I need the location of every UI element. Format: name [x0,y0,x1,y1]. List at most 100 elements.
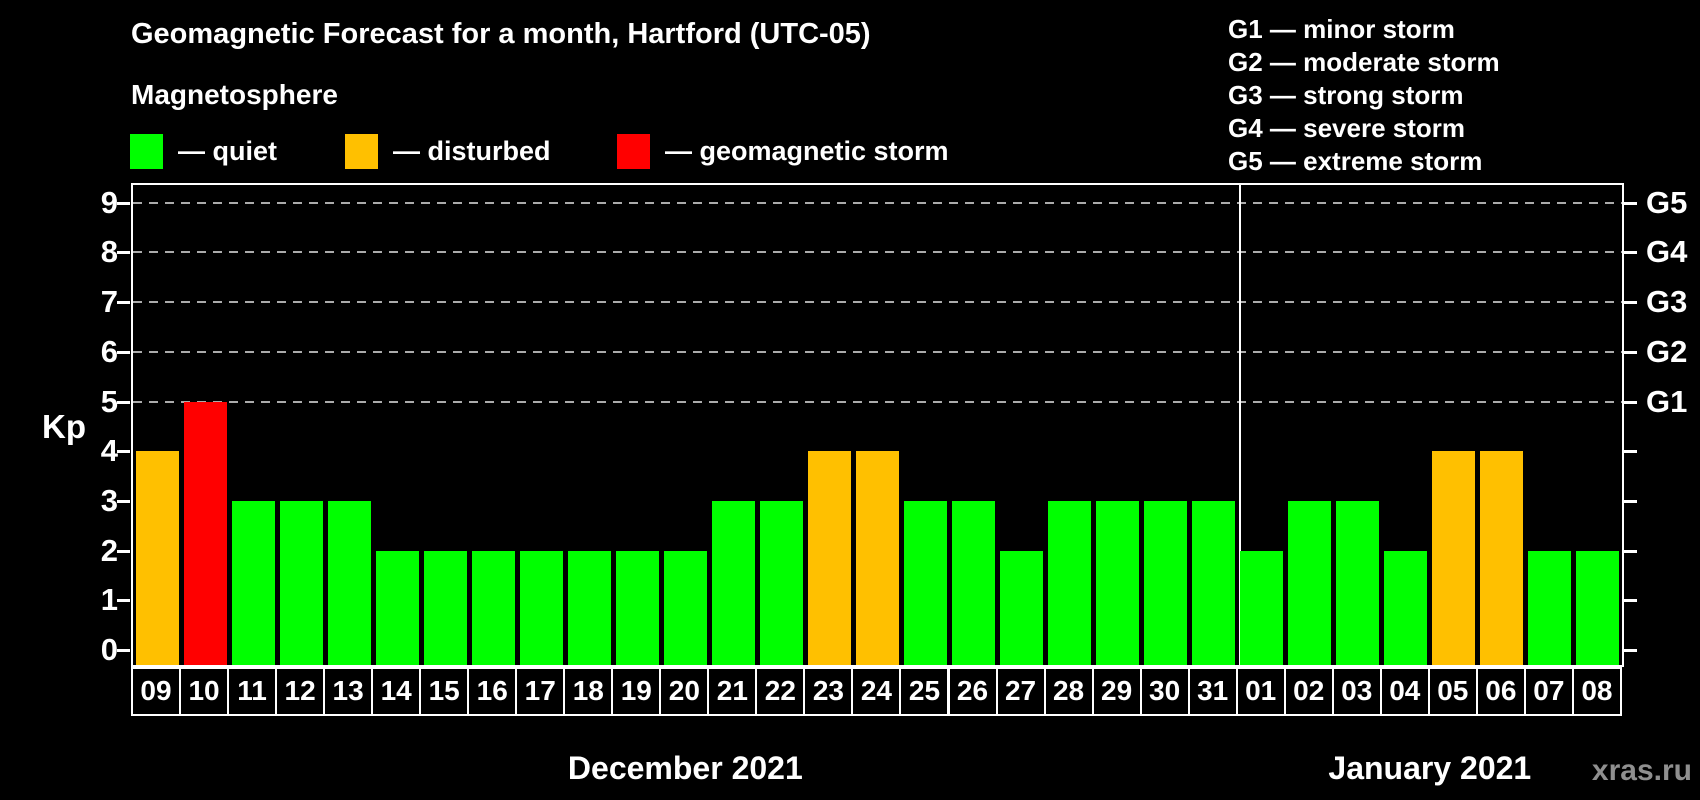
bar-day-19 [615,550,659,665]
y-tick-label-4: 4 [100,433,118,469]
day-label-17: 17 [515,667,566,716]
gridline-kp-9 [133,201,1622,204]
g-legend-item-g3: G3 — strong storm [1228,80,1464,110]
bar-day-28 [1048,500,1092,665]
storm-color-swatch [617,133,650,169]
legend-item-disturbed: — disturbed [345,133,551,169]
right-axis-tick-2 [1624,549,1637,553]
bar-day-07 [1528,550,1572,665]
y-tick-label-3: 3 [100,482,118,518]
bar-day-08 [1576,550,1620,665]
day-label-07: 07 [1523,667,1574,716]
g-scale-label-g4: G4 [1646,234,1688,270]
y-axis-tick-0 [117,649,130,652]
y-axis-tick-9 [117,201,130,205]
day-label-06: 06 [1475,667,1526,716]
gridline-kp-8 [133,251,1622,254]
g-scale-label-g5: G5 [1646,184,1688,220]
day-label-12: 12 [275,667,326,716]
y-tick-label-7: 7 [100,284,118,320]
bar-day-30 [1144,500,1188,665]
day-label-21: 21 [707,667,758,716]
y-axis-tick-7 [117,301,130,305]
day-label-02: 02 [1283,667,1334,716]
day-label-23: 23 [803,667,854,716]
month-label-december-2021: December 2021 [567,750,803,786]
bar-day-23 [807,451,851,665]
gridline-kp-5 [133,400,1622,403]
bar-day-22 [759,500,803,665]
y-axis-tick-4 [117,450,130,454]
day-label-31: 31 [1187,667,1238,716]
y-axis-tick-2 [117,549,130,553]
bar-day-10 [183,401,227,665]
bar-day-20 [663,550,707,665]
y-tick-label-6: 6 [100,333,118,369]
bar-day-15 [423,550,467,665]
day-label-14: 14 [371,667,422,716]
y-axis-tick-8 [117,251,130,255]
day-label-19: 19 [611,667,662,716]
legend-label-quiet: — quiet [178,135,277,166]
day-label-09: 09 [131,667,182,716]
g-legend-item-g1: G1 — minor storm [1228,14,1455,44]
day-label-04: 04 [1379,667,1430,716]
day-label-27: 27 [995,667,1046,716]
day-label-08: 08 [1571,667,1622,716]
day-label-20: 20 [659,667,710,716]
day-label-13: 13 [323,667,374,716]
bar-day-16 [471,550,515,665]
day-label-05: 05 [1427,667,1478,716]
legend-item-quiet: — quiet [130,133,277,169]
bar-day-04 [1384,550,1428,665]
day-label-28: 28 [1043,667,1094,716]
g-legend-item-g2: G2 — moderate storm [1228,47,1500,77]
right-axis-tick-7 [1624,301,1637,305]
right-axis-tick-4 [1624,450,1637,454]
g-legend-item-g4: G4 — severe storm [1228,113,1466,143]
y-axis-tick-6 [117,350,130,354]
g-scale-label-g1: G1 [1646,383,1688,419]
bar-day-17 [519,550,563,665]
month-separator-line [1238,185,1241,665]
legend-item-storm: — geomagnetic storm [617,133,949,169]
y-tick-label-9: 9 [100,184,118,220]
bar-day-25 [903,500,947,665]
y-axis-label: Kp [42,408,86,445]
day-label-18: 18 [563,667,614,716]
y-tick-label-0: 0 [100,632,118,667]
y-tick-label-1: 1 [100,582,118,618]
magnetosphere-label: Magnetosphere [131,79,338,110]
bar-day-12 [279,500,323,665]
g-scale-label-g2: G2 [1646,333,1688,369]
bar-day-14 [375,550,419,665]
day-label-16: 16 [467,667,518,716]
day-label-29: 29 [1091,667,1142,716]
chart-title: Geomagnetic Forecast for a month, Hartfo… [131,18,871,50]
bar-day-18 [567,550,611,665]
day-label-24: 24 [851,667,902,716]
bar-day-31 [1192,500,1236,665]
right-axis-tick-3 [1624,499,1637,503]
legend-label-storm: — geomagnetic storm [665,135,949,166]
bar-day-24 [855,451,899,665]
bar-day-21 [711,500,755,665]
bar-day-01 [1240,550,1284,665]
day-label-11: 11 [227,667,278,716]
bar-day-27 [1000,550,1044,665]
bar-day-26 [952,500,996,665]
bar-day-03 [1336,500,1380,665]
gridline-kp-7 [133,301,1622,304]
g-scale-label-g3: G3 [1646,284,1688,320]
day-label-15: 15 [419,667,470,716]
right-axis-tick-0 [1624,649,1637,652]
y-tick-label-8: 8 [100,234,118,270]
bar-day-29 [1096,500,1140,665]
y-tick-label-2: 2 [100,532,118,568]
g-legend-item-g5: G5 — extreme storm [1228,146,1483,176]
bar-day-11 [231,500,275,665]
day-label-25: 25 [899,667,950,716]
watermark: xras.ru [1591,754,1692,787]
y-axis-tick-3 [117,499,130,503]
bar-day-13 [327,500,371,665]
